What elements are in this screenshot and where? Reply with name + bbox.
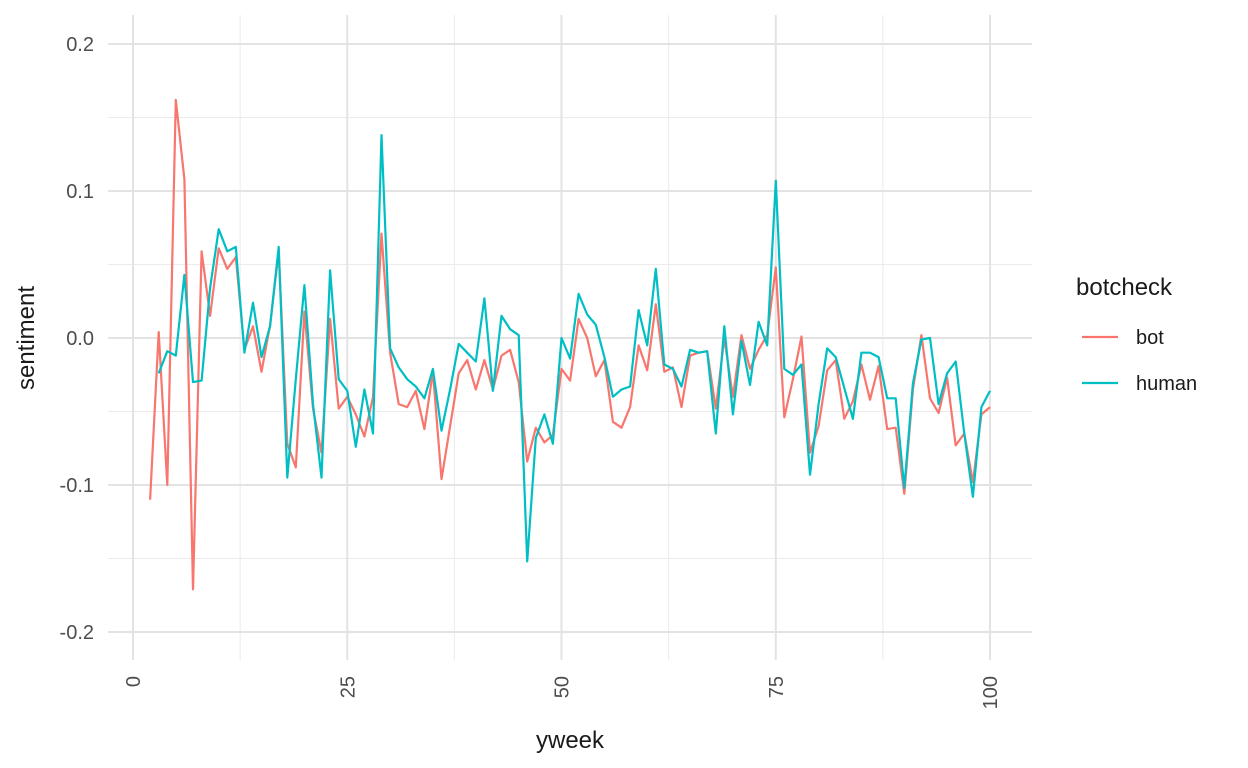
major-gridlines bbox=[108, 15, 1032, 660]
x-axis-ticks: 0 25 50 75 100 bbox=[123, 676, 1002, 709]
legend-label-human: human bbox=[1136, 373, 1197, 395]
y-tick-label: 0.0 bbox=[66, 328, 94, 350]
x-tick-label: 100 bbox=[980, 676, 1002, 709]
x-tick-label: 75 bbox=[766, 676, 788, 698]
legend: botcheck bot human bbox=[1076, 274, 1197, 395]
y-tick-label: -0.2 bbox=[60, 622, 94, 644]
y-axis-ticks: -0.2 -0.1 0.0 0.1 0.2 bbox=[60, 34, 94, 644]
y-tick-label: -0.1 bbox=[60, 475, 94, 497]
series-line-bot bbox=[149, 98, 991, 591]
x-tick-label: 25 bbox=[337, 676, 359, 698]
y-tick-label: 0.1 bbox=[66, 181, 94, 203]
y-tick-label: 0.2 bbox=[66, 34, 94, 56]
x-tick-label: 0 bbox=[123, 676, 145, 687]
series-line-human bbox=[157, 134, 991, 563]
x-tick-label: 50 bbox=[552, 676, 574, 698]
x-axis-title: yweek bbox=[536, 727, 605, 754]
minor-gridlines bbox=[108, 15, 1032, 660]
y-axis-title: sentiment bbox=[13, 286, 40, 390]
series-lines bbox=[149, 98, 991, 591]
legend-items: bot human bbox=[1082, 327, 1197, 395]
legend-label-bot: bot bbox=[1136, 327, 1164, 349]
legend-title: botcheck bbox=[1076, 274, 1173, 301]
